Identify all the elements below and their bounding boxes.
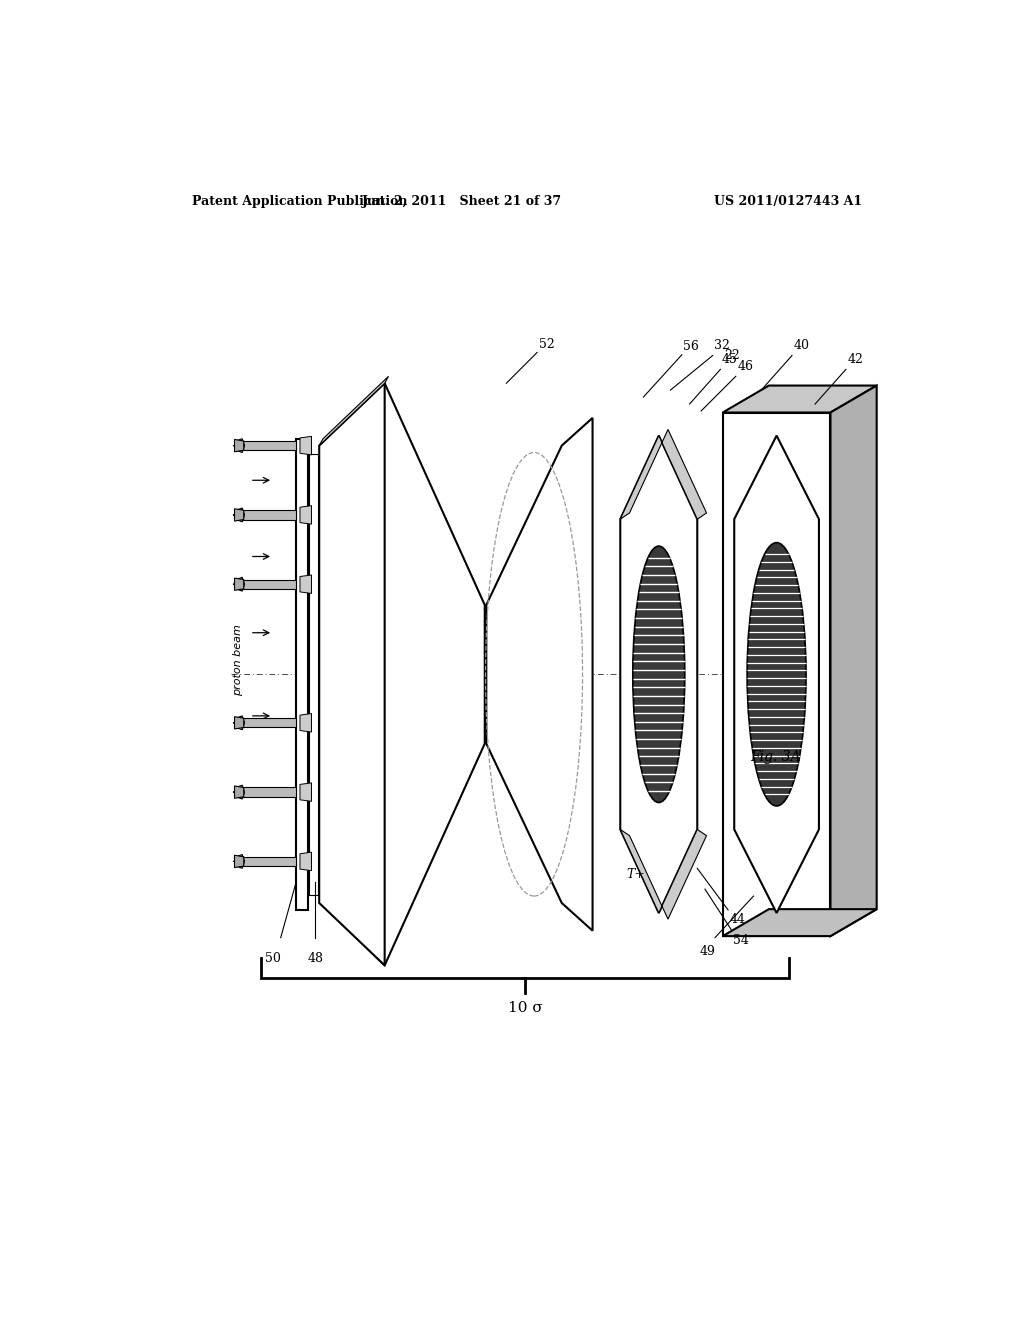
Ellipse shape	[633, 546, 685, 803]
Polygon shape	[486, 418, 593, 931]
Polygon shape	[300, 437, 311, 455]
Text: 56: 56	[683, 341, 699, 354]
Polygon shape	[734, 436, 819, 913]
Text: 32: 32	[714, 339, 730, 352]
Polygon shape	[309, 454, 318, 895]
Polygon shape	[780, 409, 865, 886]
Polygon shape	[233, 577, 245, 591]
Polygon shape	[233, 854, 245, 869]
Text: 52: 52	[539, 338, 554, 351]
Text: 42: 42	[848, 352, 863, 366]
Polygon shape	[723, 412, 830, 936]
Polygon shape	[319, 376, 388, 446]
Polygon shape	[723, 909, 877, 936]
Text: 45: 45	[722, 352, 738, 366]
Polygon shape	[300, 853, 311, 871]
Polygon shape	[233, 785, 245, 799]
Polygon shape	[234, 785, 244, 799]
Text: Fig. 3A: Fig. 3A	[750, 751, 801, 764]
Polygon shape	[830, 385, 877, 936]
Text: T+: T+	[627, 869, 645, 882]
Text: proton beam: proton beam	[233, 624, 244, 697]
Text: Patent Application Publication: Patent Application Publication	[193, 195, 408, 209]
Polygon shape	[243, 441, 296, 450]
Polygon shape	[621, 829, 707, 919]
Text: 49: 49	[699, 945, 715, 957]
Polygon shape	[300, 506, 311, 524]
Polygon shape	[233, 715, 245, 730]
Polygon shape	[234, 855, 244, 867]
Polygon shape	[234, 508, 244, 521]
Polygon shape	[723, 385, 877, 412]
Polygon shape	[243, 579, 296, 589]
Polygon shape	[243, 718, 296, 727]
Text: 10 σ: 10 σ	[508, 1001, 543, 1015]
Polygon shape	[300, 576, 311, 594]
Polygon shape	[621, 436, 697, 913]
Polygon shape	[234, 440, 244, 451]
Text: 46: 46	[737, 360, 754, 372]
Text: 40: 40	[794, 339, 810, 352]
Polygon shape	[300, 714, 311, 733]
Text: 50: 50	[265, 952, 281, 965]
Polygon shape	[243, 511, 296, 520]
Polygon shape	[243, 788, 296, 797]
Polygon shape	[243, 857, 296, 866]
Polygon shape	[296, 438, 307, 909]
Text: US 2011/0127443 A1: US 2011/0127443 A1	[714, 195, 862, 209]
Text: 22: 22	[724, 350, 740, 363]
Polygon shape	[233, 438, 245, 453]
Text: 44: 44	[730, 913, 745, 927]
Text: Jun. 2, 2011   Sheet 21 of 37: Jun. 2, 2011 Sheet 21 of 37	[361, 195, 562, 209]
Polygon shape	[234, 578, 244, 590]
Polygon shape	[300, 783, 311, 801]
Polygon shape	[233, 508, 245, 521]
Text: 54: 54	[733, 935, 750, 948]
Polygon shape	[322, 383, 484, 965]
Polygon shape	[319, 383, 385, 965]
Ellipse shape	[748, 543, 806, 807]
Text: 48: 48	[307, 952, 324, 965]
Polygon shape	[234, 717, 244, 729]
Polygon shape	[621, 429, 707, 519]
